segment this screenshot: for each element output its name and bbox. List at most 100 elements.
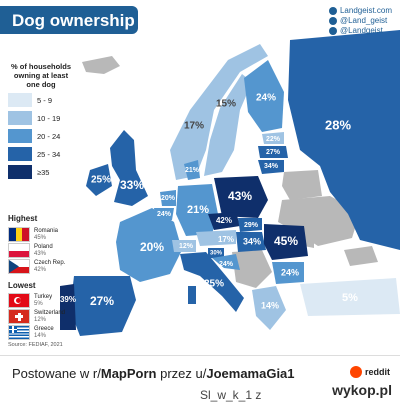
poland-flag-icon bbox=[8, 243, 30, 258]
russia-shape bbox=[288, 30, 400, 250]
source-note: Source: FEDIAF, 2021 bbox=[8, 342, 63, 348]
uk-shape bbox=[110, 130, 148, 206]
label-slovakia: 29% bbox=[244, 222, 259, 229]
legend-item: 20 - 24 bbox=[8, 129, 74, 143]
estonia-shape bbox=[262, 132, 284, 144]
label-netherlands: 20% bbox=[161, 195, 176, 202]
label-slovenia: 30% bbox=[210, 251, 223, 257]
globe-icon bbox=[328, 7, 337, 15]
highest-country: Poland bbox=[34, 243, 53, 250]
czech-shape bbox=[208, 212, 240, 230]
portugal-shape bbox=[60, 284, 76, 330]
label-austria: 17% bbox=[218, 235, 234, 244]
austria-shape bbox=[196, 230, 236, 246]
legend-label: 10 - 19 bbox=[37, 113, 61, 123]
reddit-wordmark: reddit bbox=[364, 367, 390, 377]
slovenia-shape bbox=[208, 248, 224, 258]
label-sweden: 15% bbox=[216, 99, 236, 110]
romania-shape bbox=[264, 224, 308, 260]
france-shape bbox=[116, 208, 182, 282]
label-germany: 21% bbox=[187, 204, 209, 216]
highest-row-czech: Czech Rep. 42% bbox=[8, 259, 65, 274]
label-romania: 45% bbox=[274, 234, 298, 248]
reddit-logo: reddit bbox=[349, 366, 390, 378]
username-link[interactable]: JoemamaGia1 bbox=[206, 366, 295, 381]
label-belgium: 24% bbox=[157, 211, 172, 218]
turkey-flag-icon bbox=[8, 293, 30, 308]
lowest-country: Switzerland bbox=[34, 309, 66, 316]
legend-swatch bbox=[8, 165, 32, 179]
label-croatia: 24% bbox=[219, 261, 234, 268]
lowest-row-switzerland: Switzerland 12% bbox=[8, 309, 65, 324]
wykop-watermark: wykop.pl bbox=[332, 382, 392, 398]
legend: % of households owning at least one dog … bbox=[8, 62, 74, 179]
legend-swatch bbox=[8, 147, 32, 161]
legend-item: 5 - 9 bbox=[8, 93, 74, 107]
label-uk: 33% bbox=[120, 178, 144, 192]
attribution-instagram-row: @Land_geist bbox=[328, 16, 392, 26]
legend-swatch bbox=[8, 129, 32, 143]
switzerland-shape bbox=[172, 240, 196, 252]
caucasus-shape bbox=[344, 246, 378, 266]
lowest-title: Lowest bbox=[8, 281, 36, 290]
legend-swatch bbox=[8, 93, 32, 107]
label-greece: 14% bbox=[261, 300, 279, 310]
map-panel: 25% 33% 17% 15% 24% 28% 22% 27% 34% 21% … bbox=[0, 6, 400, 348]
label-finland: 24% bbox=[256, 93, 276, 104]
attribution-site: Landgeist.com bbox=[339, 6, 392, 15]
highest-title: Highest bbox=[8, 214, 38, 223]
label-lithuania: 34% bbox=[264, 163, 279, 170]
legend-item: ≥35 bbox=[8, 165, 74, 179]
norway-shape bbox=[170, 44, 268, 180]
reddit-icon bbox=[349, 366, 362, 378]
switzerland-flag-icon bbox=[8, 309, 30, 324]
poland-shape bbox=[214, 176, 268, 218]
label-hungary: 34% bbox=[243, 236, 261, 246]
lithuania-shape bbox=[258, 160, 284, 174]
slovakia-shape bbox=[238, 218, 262, 232]
czech-flag-icon bbox=[8, 259, 30, 274]
bulgaria-shape bbox=[272, 262, 304, 284]
legend-label: ≥35 bbox=[37, 167, 50, 177]
denmark-shape bbox=[184, 160, 200, 180]
highest-value: 42% bbox=[34, 266, 47, 273]
legend-label: 5 - 9 bbox=[37, 95, 53, 105]
spain-shape bbox=[70, 276, 136, 336]
iceland-shape bbox=[82, 56, 120, 74]
hungary-shape bbox=[236, 232, 266, 252]
belarus-shape bbox=[282, 170, 322, 200]
label-portugal: 39% bbox=[60, 295, 76, 304]
greece-flag-icon bbox=[8, 325, 30, 340]
label-poland: 43% bbox=[228, 189, 252, 203]
label-spain: 27% bbox=[90, 294, 114, 308]
lowest-country: Greece bbox=[34, 325, 54, 332]
legend-item: 25 - 34 bbox=[8, 147, 74, 161]
subreddit-link[interactable]: MapPorn bbox=[100, 366, 157, 381]
latvia-shape bbox=[258, 146, 288, 158]
label-latvia: 27% bbox=[266, 149, 281, 156]
lowest-row-greece: Greece 14% bbox=[8, 325, 54, 340]
highest-value: 43% bbox=[34, 250, 47, 257]
lowest-row-turkey: Turkey 5% bbox=[8, 293, 52, 308]
label-france: 20% bbox=[140, 240, 164, 254]
attribution-site-row: Landgeist.com bbox=[328, 6, 392, 16]
watermark-user: Sl_w_k_1 z bbox=[200, 388, 262, 402]
label-turkey: 5% bbox=[342, 292, 358, 304]
moldova-shape bbox=[304, 232, 314, 248]
sweden-shape bbox=[204, 74, 252, 176]
label-switzerland: 12% bbox=[179, 243, 194, 250]
highest-row-poland: Poland 43% bbox=[8, 243, 53, 258]
lowest-country: Turkey bbox=[34, 293, 53, 300]
germany-shape bbox=[176, 184, 218, 236]
footer-middle: przez u/ bbox=[156, 366, 207, 381]
label-norway: 17% bbox=[184, 121, 204, 132]
balkans-shape bbox=[232, 250, 272, 288]
turkey-shape bbox=[300, 278, 400, 316]
legend-item: 10 - 19 bbox=[8, 111, 74, 125]
netherlands-shape bbox=[160, 190, 176, 206]
footer-text: Postowane w r/MapPorn przez u/JoemamaGia… bbox=[12, 366, 295, 381]
highest-country: Czech Rep. bbox=[34, 259, 66, 266]
europe-map: 25% 33% 17% 15% 24% 28% 22% 27% 34% 21% … bbox=[60, 30, 400, 336]
twitter-icon bbox=[328, 27, 337, 35]
label-russia: 28% bbox=[325, 117, 351, 132]
